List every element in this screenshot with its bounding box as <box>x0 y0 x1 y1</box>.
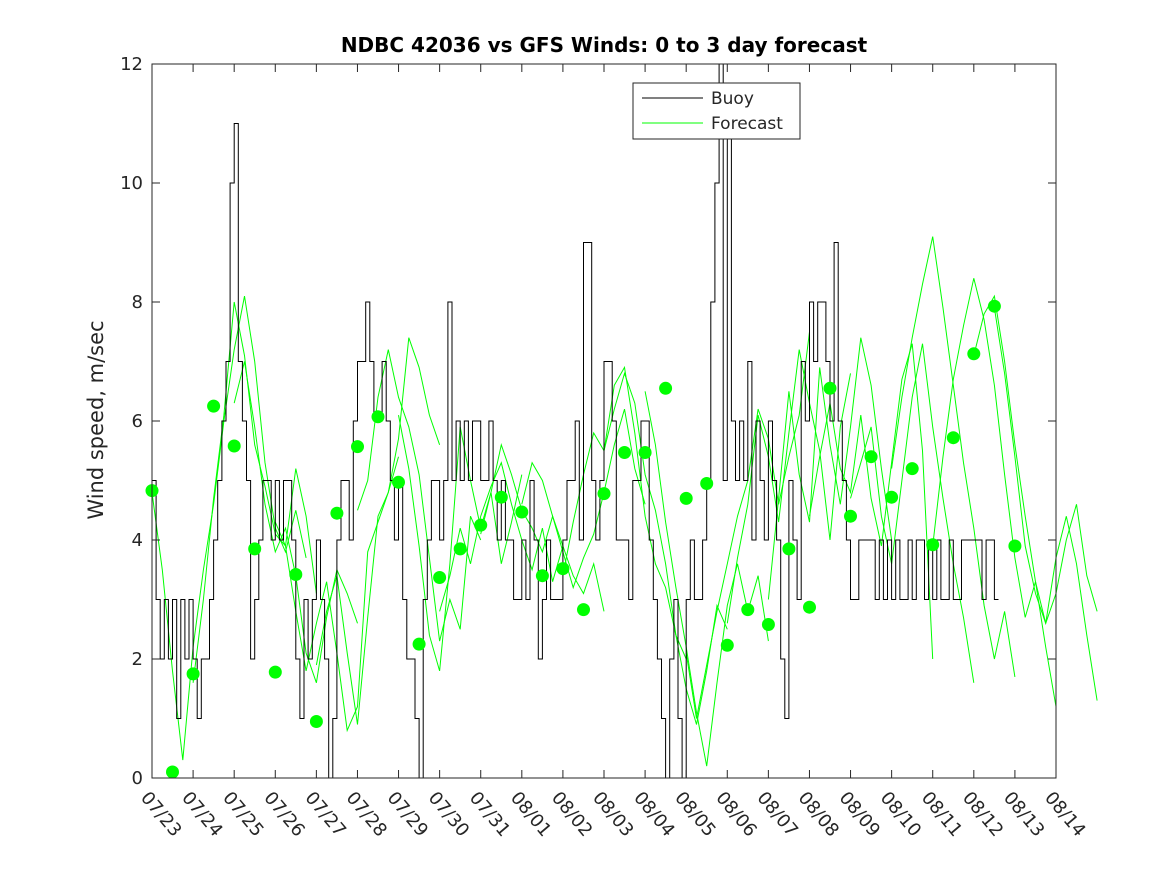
forecast-start-marker-6 <box>268 665 282 679</box>
buoy-line <box>152 63 999 779</box>
legend: Buoy Forecast <box>632 82 801 140</box>
forecast-start-marker-31 <box>782 542 796 556</box>
forecast-start-marker-34 <box>844 509 857 523</box>
forecast-line-7 <box>439 461 564 612</box>
forecast-start-marker-13 <box>412 637 426 651</box>
forecast-line-14 <box>726 349 851 624</box>
data-layer <box>145 63 1098 779</box>
y-tick-label-0: 0 <box>132 768 143 789</box>
forecast-start-marker-3 <box>207 399 221 413</box>
forecast-start-marker-15 <box>453 542 467 556</box>
forecast-start-marker-26 <box>679 491 693 505</box>
legend-forecast-label: Forecast <box>711 114 783 134</box>
y-tick-label-4: 4 <box>132 530 143 551</box>
forecast-start-marker-2 <box>186 667 200 681</box>
legend-box <box>632 82 801 140</box>
forecast-start-marker-19 <box>535 569 549 583</box>
forecast-start-marker-37 <box>905 462 919 476</box>
forecast-start-marker-20 <box>556 562 570 576</box>
forecast-start-marker-7 <box>289 568 303 581</box>
forecast-start-marker-35 <box>864 450 878 464</box>
y-tick-label-6: 6 <box>132 411 143 432</box>
y-tick-label-10: 10 <box>120 173 143 194</box>
forecast-start-marker-32 <box>803 600 816 614</box>
legend-buoy-label: Buoy <box>711 89 754 109</box>
forecast-start-marker-1 <box>166 765 179 779</box>
forecast-start-marker-16 <box>474 518 488 532</box>
forecast-start-marker-18 <box>515 505 529 519</box>
forecast-start-marker-17 <box>494 490 508 504</box>
forecast-start-marker-21 <box>577 603 590 617</box>
forecast-start-marker-14 <box>433 571 447 584</box>
forecast-line-1 <box>192 301 317 683</box>
forecast-start-marker-33 <box>823 381 837 395</box>
forecast-start-marker-40 <box>967 347 981 361</box>
forecast-start-marker-27 <box>700 477 714 490</box>
forecast-line-18 <box>891 236 1016 677</box>
forecast-start-marker-9 <box>330 506 344 520</box>
forecast-start-marker-5 <box>248 542 262 556</box>
forecast-start-marker-12 <box>392 475 405 489</box>
forecast-start-marker-36 <box>885 490 899 504</box>
y-tick-label-8: 8 <box>132 292 143 313</box>
forecast-line-8 <box>480 442 605 612</box>
forecast-start-marker-8 <box>309 715 323 728</box>
forecast-start-marker-41 <box>987 299 1001 313</box>
forecast-start-marker-11 <box>371 410 385 424</box>
forecast-start-marker-30 <box>761 618 775 631</box>
forecast-start-marker-10 <box>351 440 364 454</box>
forecast-line-15 <box>767 337 893 600</box>
forecast-start-marker-25 <box>659 381 673 395</box>
forecast-line-11 <box>603 371 728 725</box>
forecast-start-marker-29 <box>741 603 755 617</box>
forecast-start-marker-38 <box>926 538 940 552</box>
forecast-line-20 <box>973 294 1098 626</box>
forecast-start-marker-39 <box>946 431 960 445</box>
forecast-start-marker-24 <box>638 446 652 459</box>
forecast-line-9 <box>521 408 646 590</box>
forecast-start-marker-28 <box>720 638 734 652</box>
forecast-start-marker-23 <box>618 446 631 459</box>
y-tick-label-12: 12 <box>120 54 143 75</box>
forecast-line-5 <box>357 349 482 642</box>
y-tick-label-2: 2 <box>132 649 143 670</box>
forecast-start-marker-22 <box>597 487 611 501</box>
forecast-start-marker-42 <box>1008 539 1022 553</box>
forecast-line-21 <box>993 307 1098 701</box>
y-axis-label: Wind speed, m/sec <box>84 320 108 519</box>
chart-title: NDBC 42036 vs GFS Winds: 0 to 3 day fore… <box>341 33 868 57</box>
forecast-start-marker-4 <box>227 439 241 453</box>
